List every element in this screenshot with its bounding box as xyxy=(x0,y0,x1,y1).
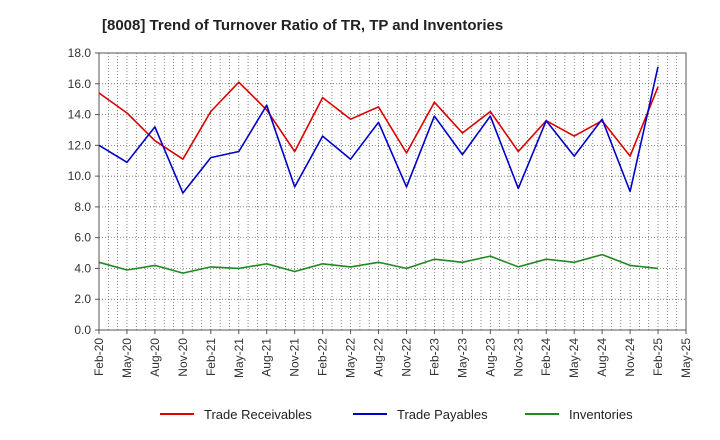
x-tick-label: Feb-25 xyxy=(651,338,665,376)
plot-frame xyxy=(98,52,687,331)
y-tick-label: 6.0 xyxy=(74,231,91,245)
legend-label: Inventories xyxy=(569,407,633,422)
y-tick-label: 14.0 xyxy=(68,108,92,122)
x-tick-label: Aug-20 xyxy=(148,338,162,377)
x-tick-label: Feb-21 xyxy=(204,338,218,376)
x-tick-label: Nov-24 xyxy=(623,338,637,377)
y-tick-label: 16.0 xyxy=(68,77,92,91)
x-tick-label: May-23 xyxy=(455,338,469,378)
series-line-trade-payables xyxy=(98,66,659,194)
y-tick-label: 10.0 xyxy=(68,169,92,183)
x-tick-label: Aug-24 xyxy=(595,338,609,377)
y-tick-label: 18.0 xyxy=(68,46,92,60)
legend: Trade Receivables Trade Payables Inventori… xyxy=(160,407,633,422)
y-tick-label: 12.0 xyxy=(68,138,92,152)
x-tick-label: Nov-21 xyxy=(288,338,302,377)
series-line-inventories xyxy=(98,253,659,274)
grid-lines xyxy=(99,53,686,330)
y-tick-label: 2.0 xyxy=(74,292,91,306)
chart-title: [8008] Trend of Turnover Ratio of TR, TP… xyxy=(102,17,503,34)
x-tick-label: May-22 xyxy=(344,338,358,378)
y-tick-label: 0.0 xyxy=(74,323,91,337)
x-tick-label: Feb-23 xyxy=(427,338,441,376)
x-tick-label: Feb-24 xyxy=(539,338,553,376)
y-tick-label: 4.0 xyxy=(74,261,91,275)
x-tick-label: May-20 xyxy=(120,338,134,378)
x-tick-label: Feb-22 xyxy=(316,338,330,376)
series-lines xyxy=(98,66,659,274)
x-tick-label: Nov-22 xyxy=(399,338,413,377)
x-tick-label: Nov-20 xyxy=(176,338,190,377)
x-tick-label: Aug-23 xyxy=(483,338,497,377)
series-line-trade-receivables xyxy=(98,81,659,160)
x-tick-label: May-24 xyxy=(567,338,581,378)
y-tick-label: 8.0 xyxy=(74,200,91,214)
x-tick-label: May-21 xyxy=(232,338,246,378)
legend-label: Trade Payables xyxy=(397,407,488,422)
x-tick-label: Nov-23 xyxy=(511,338,525,377)
y-axis: 0.0 2.0 4.0 6.0 8.0 10.0 12.0 14.0 16.0 18.0 xyxy=(68,46,99,337)
x-axis: Feb-20 May-20 Aug-20 Nov-20 Feb-21 May-21 Aug-… xyxy=(92,330,693,378)
x-tick-label: Aug-22 xyxy=(372,338,386,377)
x-tick-label: May-25 xyxy=(679,338,693,378)
x-tick-label: Aug-21 xyxy=(260,338,274,377)
x-tick-label: Feb-20 xyxy=(92,338,106,376)
legend-label: Trade Receivables xyxy=(204,407,312,422)
